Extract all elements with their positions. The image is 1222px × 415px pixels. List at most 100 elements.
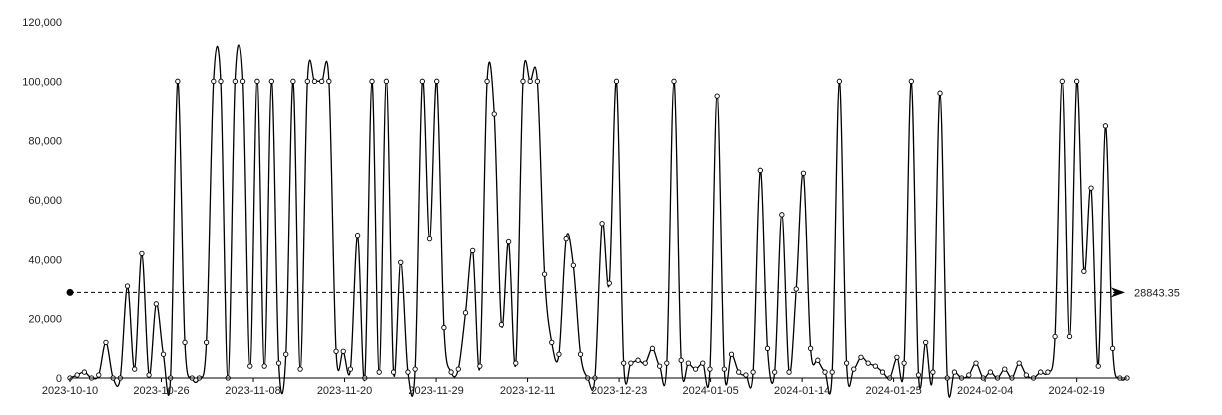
- data-point[interactable]: [160, 351, 167, 357]
- data-point[interactable]: [319, 78, 325, 84]
- data-point[interactable]: [549, 339, 555, 346]
- data-point[interactable]: [146, 372, 152, 378]
- data-point[interactable]: [987, 369, 994, 375]
- data-point[interactable]: [879, 369, 886, 375]
- data-point[interactable]: [865, 360, 871, 366]
- data-point[interactable]: [182, 339, 188, 346]
- data-point[interactable]: [211, 78, 217, 84]
- data-point[interactable]: [1102, 123, 1109, 129]
- data-point[interactable]: [908, 78, 914, 84]
- data-point[interactable]: [534, 78, 541, 84]
- data-point[interactable]: [577, 351, 584, 357]
- data-point[interactable]: [283, 351, 289, 357]
- data-point[interactable]: [412, 366, 418, 372]
- data-point[interactable]: [434, 78, 440, 84]
- data-point[interactable]: [757, 167, 763, 173]
- data-point[interactable]: [340, 348, 346, 354]
- data-point[interactable]: [520, 78, 526, 84]
- data-point[interactable]: [1002, 366, 1008, 372]
- data-point[interactable]: [556, 351, 562, 357]
- data-point[interactable]: [376, 369, 382, 375]
- data-point[interactable]: [498, 321, 505, 328]
- data-point[interactable]: [635, 357, 641, 363]
- data-point[interactable]: [103, 339, 109, 346]
- data-point[interactable]: [851, 366, 857, 372]
- data-point[interactable]: [383, 78, 390, 84]
- data-point[interactable]: [441, 324, 447, 331]
- data-point[interactable]: [275, 360, 282, 366]
- data-point[interactable]: [347, 366, 354, 372]
- data-point[interactable]: [951, 369, 958, 375]
- data-point[interactable]: [527, 78, 533, 84]
- data-point[interactable]: [829, 369, 835, 375]
- data-point[interactable]: [261, 363, 267, 369]
- data-point[interactable]: [491, 111, 497, 117]
- data-point[interactable]: [124, 283, 131, 289]
- data-point[interactable]: [81, 369, 88, 375]
- data-point[interactable]: [793, 286, 799, 292]
- data-point[interactable]: [894, 354, 900, 360]
- data-point[interactable]: [505, 238, 512, 245]
- data-point[interactable]: [354, 232, 361, 239]
- data-point[interactable]: [772, 369, 778, 375]
- data-point[interactable]: [664, 360, 670, 366]
- data-point[interactable]: [369, 78, 375, 84]
- data-point[interactable]: [398, 259, 404, 265]
- data-point[interactable]: [1016, 360, 1022, 366]
- data-point[interactable]: [743, 372, 749, 378]
- data-point[interactable]: [297, 366, 303, 372]
- data-point[interactable]: [1074, 78, 1080, 84]
- data-point[interactable]: [606, 280, 612, 286]
- data-point[interactable]: [714, 93, 720, 99]
- data-point[interactable]: [311, 78, 318, 84]
- data-point[interactable]: [843, 360, 850, 366]
- data-point[interactable]: [1109, 345, 1116, 351]
- data-point[interactable]: [858, 354, 864, 360]
- data-point[interactable]: [326, 78, 332, 84]
- data-point[interactable]: [290, 78, 296, 84]
- data-point[interactable]: [599, 221, 605, 227]
- data-point[interactable]: [807, 345, 814, 351]
- data-point[interactable]: [966, 372, 972, 378]
- data-point[interactable]: [477, 363, 483, 369]
- data-point[interactable]: [621, 360, 627, 366]
- data-point[interactable]: [74, 372, 80, 378]
- data-point[interactable]: [1095, 363, 1101, 369]
- data-point[interactable]: [153, 301, 159, 307]
- data-point[interactable]: [203, 339, 210, 346]
- data-point[interactable]: [333, 348, 339, 354]
- data-point[interactable]: [800, 170, 807, 176]
- data-point[interactable]: [685, 360, 692, 366]
- data-point[interactable]: [405, 369, 411, 375]
- data-point[interactable]: [570, 262, 576, 268]
- data-point[interactable]: [239, 78, 246, 84]
- data-point[interactable]: [247, 363, 253, 369]
- data-point[interactable]: [132, 366, 138, 372]
- data-point[interactable]: [304, 78, 310, 84]
- data-point[interactable]: [923, 339, 929, 346]
- data-point[interactable]: [1052, 333, 1058, 340]
- data-point[interactable]: [937, 90, 943, 96]
- data-point[interactable]: [707, 366, 713, 372]
- data-point[interactable]: [700, 360, 706, 366]
- data-point[interactable]: [484, 78, 490, 84]
- data-point[interactable]: [1088, 185, 1094, 191]
- data-point[interactable]: [779, 212, 785, 218]
- data-point[interactable]: [692, 366, 699, 372]
- data-point[interactable]: [764, 345, 771, 351]
- data-point[interactable]: [721, 366, 727, 372]
- data-point[interactable]: [455, 366, 461, 372]
- data-point[interactable]: [836, 78, 843, 84]
- data-point[interactable]: [656, 363, 663, 369]
- data-point[interactable]: [390, 369, 397, 375]
- data-point[interactable]: [901, 360, 907, 366]
- data-point[interactable]: [513, 360, 519, 366]
- data-point[interactable]: [462, 310, 469, 316]
- data-point[interactable]: [728, 351, 735, 357]
- data-point[interactable]: [218, 78, 224, 84]
- data-point[interactable]: [1059, 78, 1065, 84]
- data-point[interactable]: [563, 235, 569, 242]
- data-point[interactable]: [628, 360, 634, 366]
- data-point[interactable]: [1066, 333, 1073, 340]
- data-point[interactable]: [268, 78, 274, 84]
